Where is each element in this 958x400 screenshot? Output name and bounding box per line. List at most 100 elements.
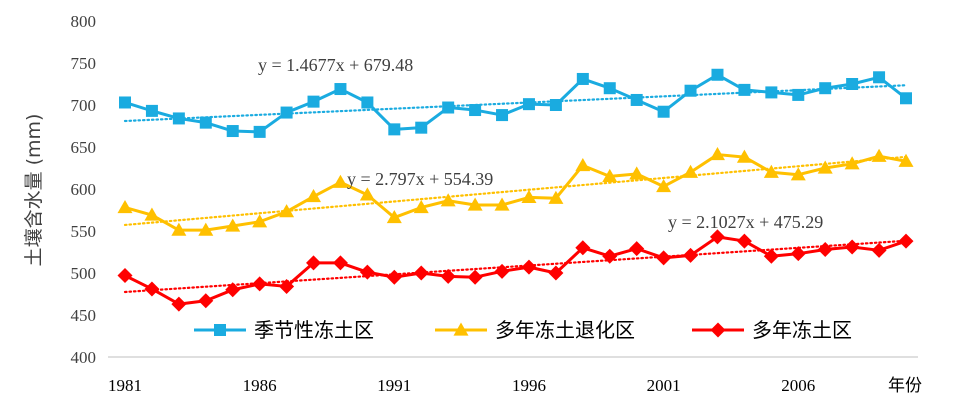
diamond-marker [306,255,322,271]
diamond-marker [413,265,429,281]
triangle-marker [225,218,241,232]
square-marker [307,95,320,108]
diamond-marker [710,322,726,338]
triangle-marker [736,149,752,163]
diamond-marker [683,247,699,263]
square-marker [199,116,212,129]
diamond-marker [386,269,402,285]
triangle-marker [306,189,322,203]
triangle-marker [386,210,402,224]
diamond-marker [279,278,295,294]
y-tick-label: 600 [71,180,97,199]
triangle-marker [440,193,456,207]
square-marker [214,324,226,336]
diamond-marker [817,241,833,257]
diamond-marker [871,242,887,258]
square-marker [388,123,401,136]
triangle-marker [790,167,806,181]
square-marker [711,68,724,81]
triangle-marker [656,178,672,193]
labels: 土壤含水量 (mm) 年份 y = 1.4677x + 679.48 y = 2… [23,55,922,396]
triangle-marker [629,166,645,180]
diamond-marker [521,259,537,275]
square-marker [603,82,616,95]
x-tick-label: 1991 [377,376,411,395]
diamond-marker [332,255,348,271]
legend: 季节性冻土区 多年冻土退化区 多年冻土区 [194,318,852,342]
y-tick-label: 500 [71,264,97,283]
square-marker [630,93,643,106]
square-marker [253,125,266,138]
triangle-marker [198,222,214,236]
triangle-marker [709,147,725,161]
square-marker [873,71,886,84]
y-tick-label: 650 [71,138,97,157]
square-marker [442,101,455,114]
x-tick-label: 1981 [108,376,142,395]
trend-equation-seasonal: y = 1.4677x + 679.48 [258,55,413,75]
trendline-1 [123,155,908,227]
triangle-marker [453,322,469,336]
legend-label-permafrost: 多年冻土区 [752,318,852,342]
diamond-marker [359,264,375,280]
trend-equation-permafrost: y = 2.1027x + 475.29 [668,212,823,232]
triangle-marker [602,168,618,183]
diamond-marker [656,250,672,266]
y-tick-label: 400 [71,348,97,367]
y-tick-label: 450 [71,306,97,325]
square-marker [765,86,778,99]
square-marker [657,105,670,118]
triangle-marker [467,197,483,211]
x-tick-label: 2006 [781,376,815,395]
trendline-0 [123,84,908,123]
y-tick-label: 700 [71,96,97,115]
legend-label-seasonal: 季节性冻土区 [254,318,374,342]
triangle-marker [332,174,348,188]
square-marker [334,83,347,96]
triangle-marker [871,148,887,162]
square-marker [792,88,805,101]
y-axis-label: 土壤含水量 (mm) [23,114,45,267]
series-lines [124,73,907,306]
triangle-marker [494,197,510,211]
y-tick-label: 550 [71,222,97,241]
axes: 400 450 500 550 600 650 700 750 800 1981 1986 1991 1… [71,12,918,395]
square-marker [496,109,509,122]
diamond-marker [736,233,752,249]
square-marker [684,84,697,97]
legend-item-seasonal: 季节性冻土区 [194,318,374,342]
diamond-marker [898,233,914,249]
triangle-marker [144,207,160,221]
legend-item-degradation: 多年冻土退化区 [435,318,635,342]
diamond-marker [548,265,564,281]
square-marker [361,96,374,109]
diamond-marker [629,241,645,257]
triangle-marker [279,204,295,218]
series-line-2 [124,235,907,306]
square-marker [226,125,239,138]
triangle-marker [575,157,591,172]
diamond-marker [440,268,456,284]
square-marker [819,82,832,95]
triangle-marker [763,164,779,178]
square-marker [415,121,428,134]
legend-label-degradation: 多年冻土退化区 [495,318,635,342]
diamond-marker [225,282,241,298]
square-marker [522,98,535,111]
diamond-marker [575,240,591,256]
square-marker [469,104,482,117]
diamond-marker [252,276,268,292]
y-tick-label: 800 [71,12,97,31]
trend-equation-degradation: y = 2.797x + 554.39 [347,169,493,189]
square-marker [900,92,912,105]
triangle-marker [844,156,860,170]
diamond-marker [171,296,187,312]
diamond-marker [494,263,510,279]
x-axis-label: 年份 [888,376,922,396]
triangle-marker [171,222,187,236]
diamond-marker [602,248,618,264]
diamond-marker [117,268,133,284]
square-marker [846,78,859,90]
x-tick-label: 2001 [647,376,681,395]
